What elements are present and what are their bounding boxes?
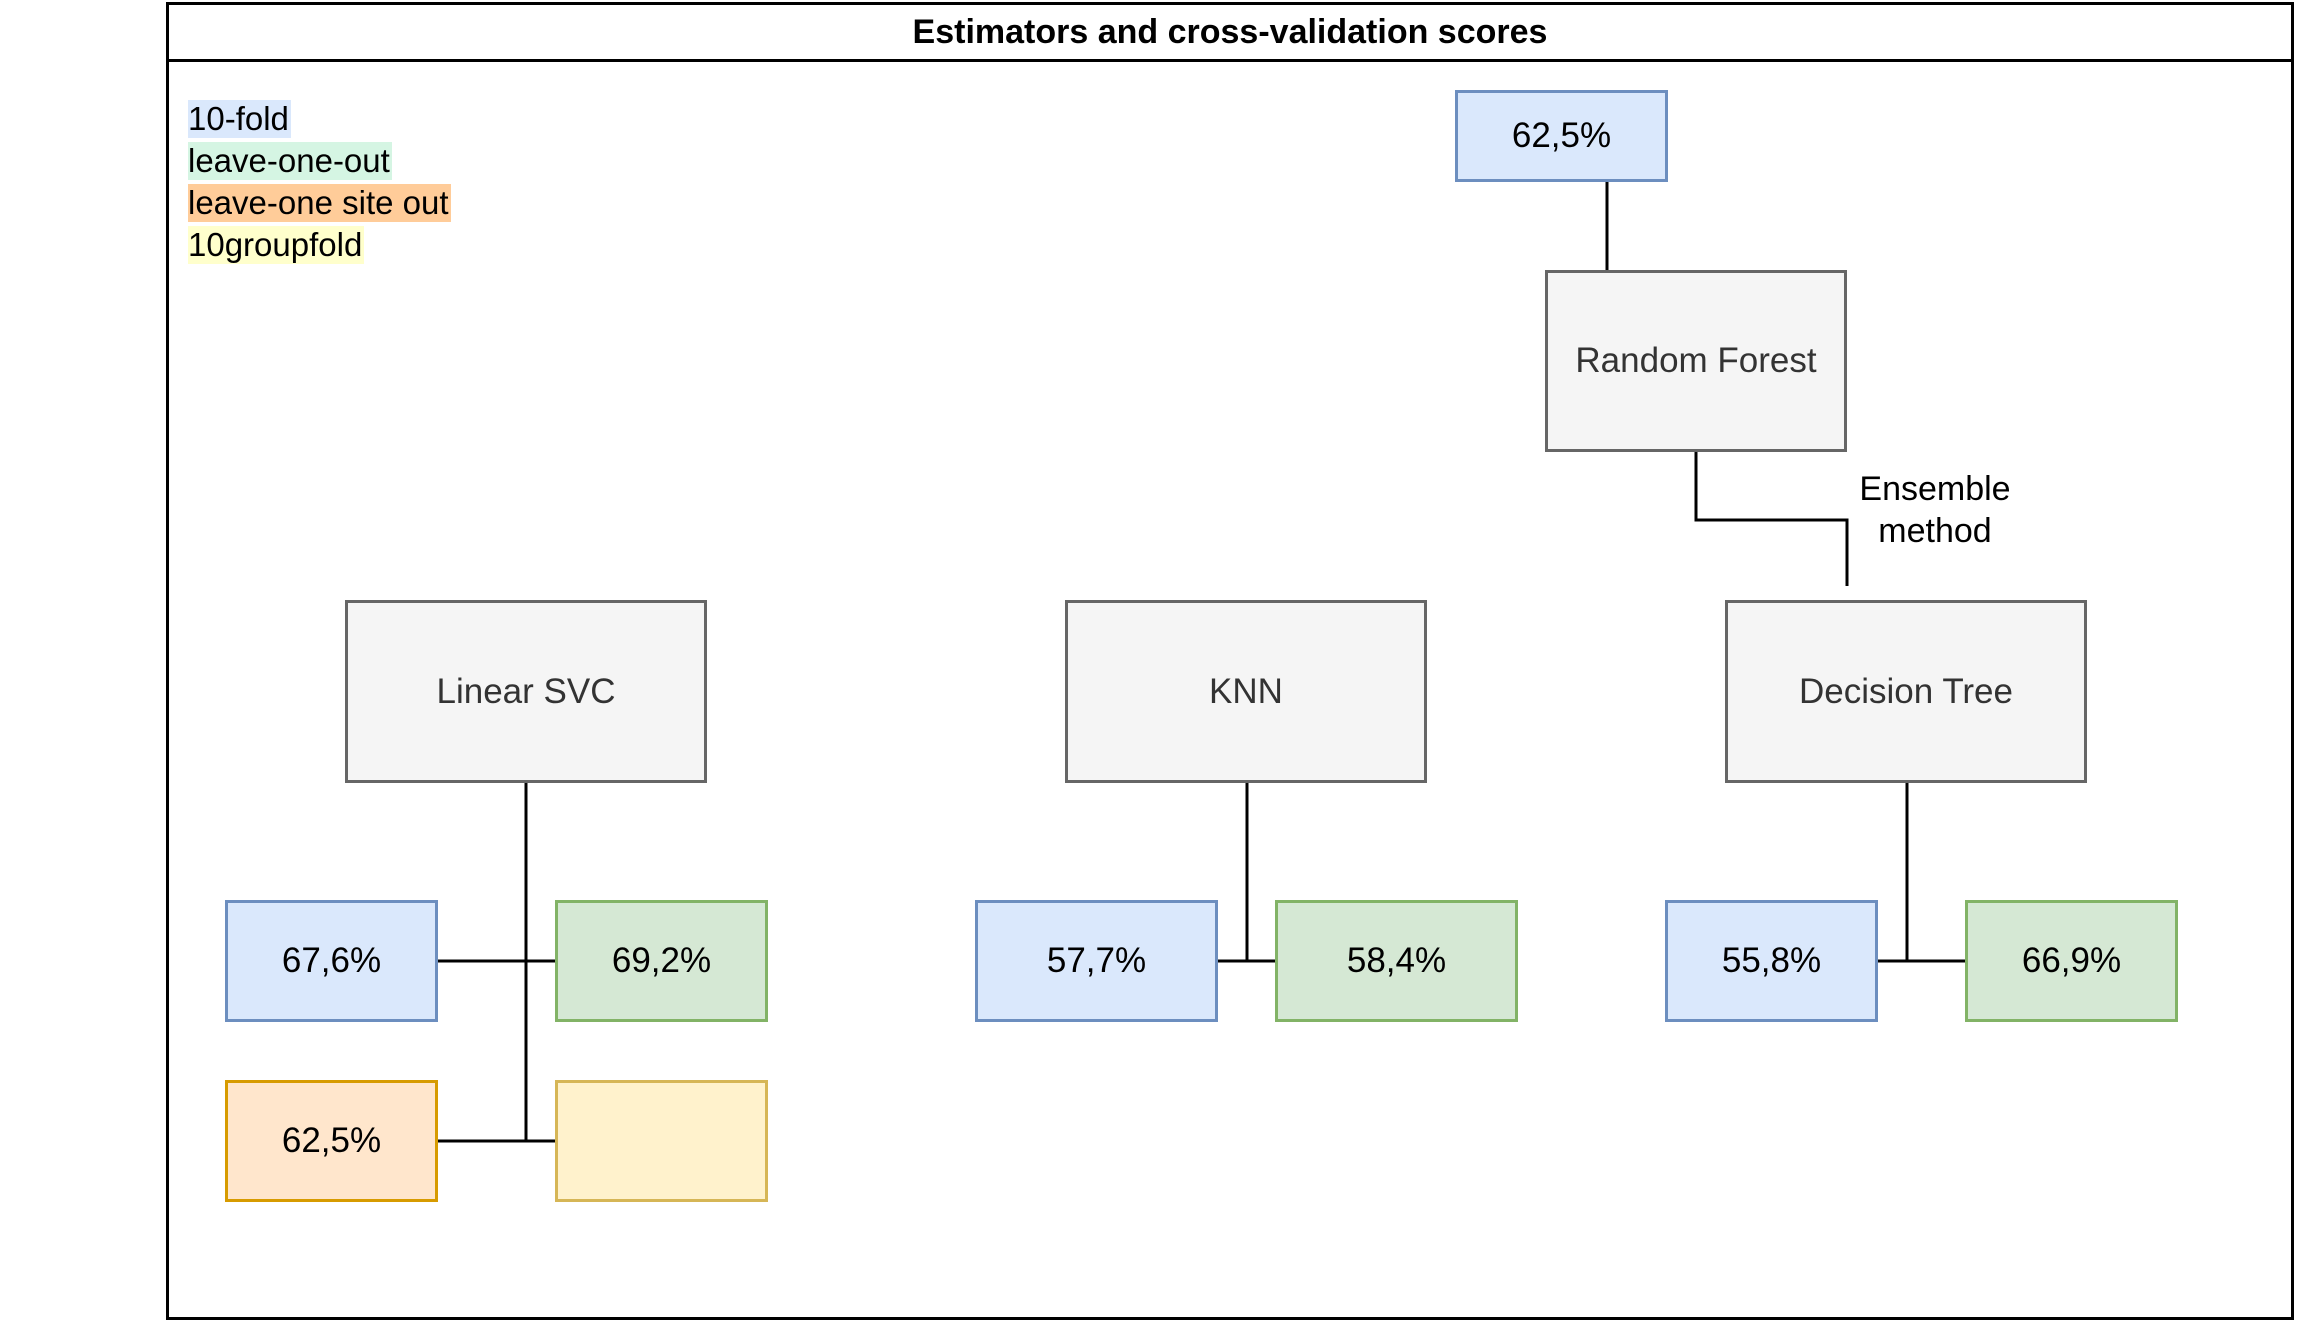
random-forest-node: Random Forest [1545,270,1847,452]
legend-10-fold: 10-fold [188,100,291,138]
ensemble-method-text: Ensemble method [1859,470,2011,550]
decision-tree-10-fold-score: 55,8% [1665,900,1878,1022]
knn-leave-one-out-score: 58,4% [1275,900,1518,1022]
linear-svc-node: Linear SVC [345,600,707,783]
decision-tree-leave-one-out-score: 66,9% [1965,900,2178,1022]
linear-svc-leave-one-site-out-score: 62,5% [225,1080,438,1202]
ensemble-method-label: Ensemble method [1830,468,2040,552]
diagram-title: Estimators and cross-validation scores [166,2,2294,62]
legend-leave-one-out: leave-one-out [188,142,392,180]
random-forest-10-fold-score: 62,5% [1455,90,1668,182]
legend-10groupfold: 10groupfold [188,226,365,264]
legend-leave-one-site-out: leave-one site out [188,184,451,222]
linear-svc-10-fold-score: 67,6% [225,900,438,1022]
decision-tree-node: Decision Tree [1725,600,2087,783]
knn-10-fold-score: 57,7% [975,900,1218,1022]
edge-ensemble [1694,451,1849,586]
knn-node: KNN [1065,600,1427,783]
linear-svc-10groupfold-score [555,1080,768,1202]
linear-svc-leave-one-out-score: 69,2% [555,900,768,1022]
